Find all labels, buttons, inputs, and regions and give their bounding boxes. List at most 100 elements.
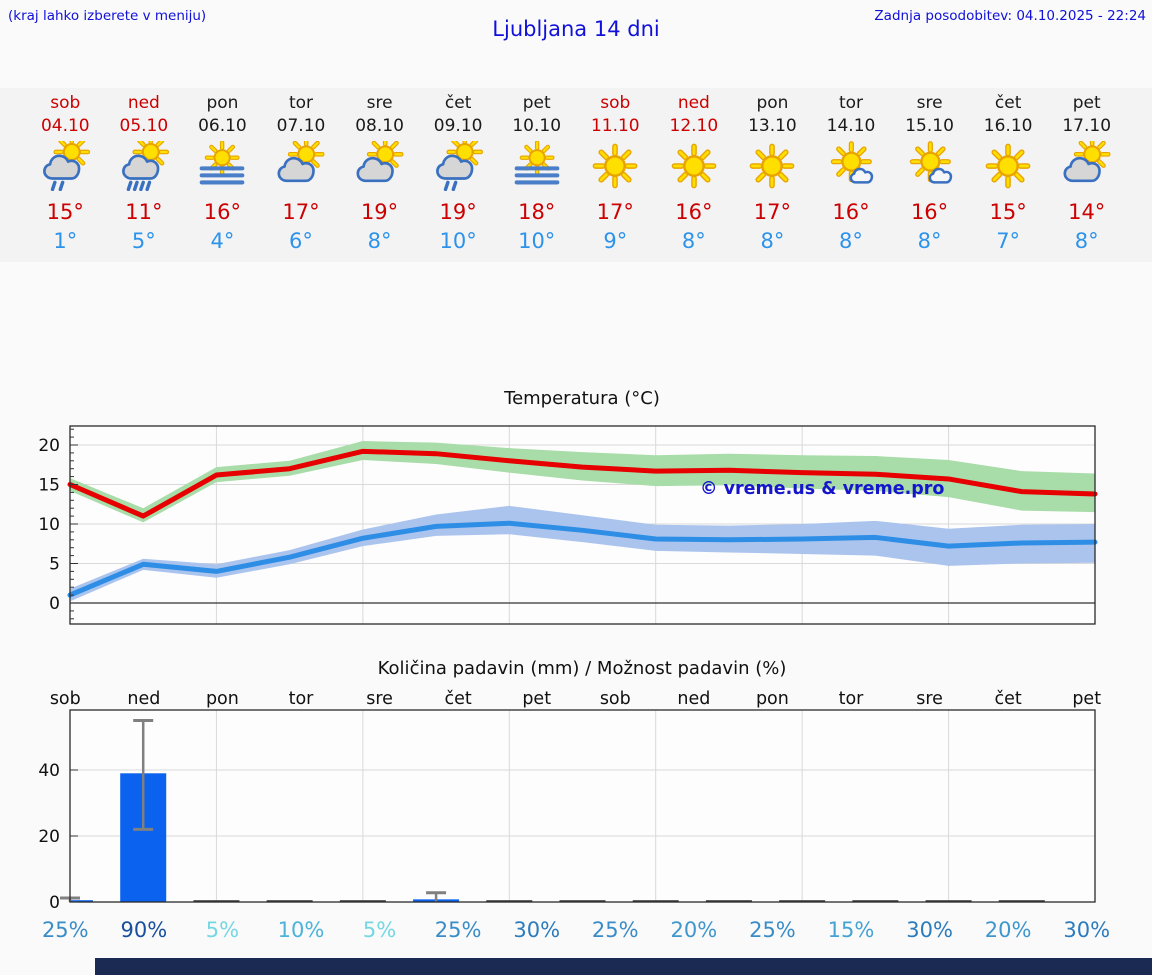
day-label: sob: [600, 689, 631, 709]
precip-bar: [486, 900, 533, 902]
day-date: 07.10: [276, 116, 326, 136]
precip-probability: 25%: [591, 918, 639, 942]
high-temp: 16°: [203, 200, 242, 224]
high-temp: 15°: [46, 200, 84, 224]
forecast-strip: sob 04.10 15° 1° ned 05.10 11° 5° pon 06.10 16° 4° t…: [0, 88, 1152, 262]
precip-bar: [193, 900, 240, 902]
day-column: pon 06.10 16° 4°: [183, 91, 262, 256]
high-temp: 18°: [518, 200, 556, 224]
sun-fog-icon: [510, 141, 564, 191]
day-column: pet 17.10 14° 8°: [1047, 91, 1126, 256]
high-temp: 16°: [910, 200, 949, 224]
day-column: sob 04.10 15° 1°: [26, 91, 105, 256]
day-column: ned 05.10 11° 5°: [105, 91, 184, 256]
precip-bar: [925, 900, 972, 902]
day-name: sob: [50, 93, 81, 113]
low-temp: 8°: [1074, 229, 1099, 253]
day-date: 09.10: [433, 116, 483, 136]
precip-bar: [70, 900, 93, 902]
high-temp: 17°: [596, 200, 634, 224]
day-column: čet 09.10 19° 10°: [419, 91, 498, 256]
day-column: sre 08.10 19° 8°: [340, 91, 419, 256]
low-temp: 8°: [367, 229, 392, 253]
precip-bar: [339, 900, 386, 902]
day-label: ned: [677, 689, 710, 709]
low-temp: 8°: [917, 229, 942, 253]
precip-probability: 20%: [984, 918, 1032, 942]
day-label: pon: [756, 689, 789, 709]
day-name: tor: [288, 93, 314, 113]
day-column: pon 13.10 17° 8°: [733, 91, 812, 256]
day-date: 12.10: [669, 116, 719, 136]
low-temp: 9°: [603, 229, 628, 253]
y-axis-label: 20: [38, 436, 60, 456]
high-temp: 17°: [753, 200, 792, 224]
precip-probability: 5%: [205, 918, 240, 942]
high-temp: 19°: [360, 200, 399, 224]
day-name: čet: [444, 93, 472, 113]
day-date: 14.10: [826, 116, 876, 136]
menu-hint: (kraj lahko izberete v meniju): [8, 8, 207, 24]
y-axis-label: 0: [49, 594, 60, 614]
low-temp: 7°: [996, 229, 1021, 253]
last-updated: Zadnja posodobitev: 04.10.2025 - 22:24: [874, 8, 1146, 24]
page-header: (kraj lahko izberete v meniju) Ljubljana…: [0, 0, 1152, 88]
day-label: pet: [1072, 689, 1101, 709]
low-temp: 10°: [439, 229, 477, 253]
day-label: čet: [995, 689, 1022, 709]
precip-probability: 20%: [670, 918, 718, 942]
y-axis-label: 40: [38, 761, 60, 781]
day-date: 08.10: [355, 116, 404, 136]
day-column: sre 15.10 16° 8°: [890, 91, 969, 256]
precip-bar: [998, 900, 1045, 902]
max-temp-line: [67, 448, 1098, 519]
y-axis-label: 5: [49, 555, 60, 575]
precip-probability: 15%: [827, 918, 875, 942]
precip-probability: 10%: [277, 918, 325, 942]
sun-cloud-rain-icon: [431, 141, 485, 191]
temperature-chart: 0 5 10 15 20 Temperatura (°C) © vreme.us & vre…: [38, 388, 1098, 625]
day-name: pon: [206, 93, 239, 113]
precip-probability: 5%: [362, 918, 397, 942]
day-column: sob 11.10 17° 9°: [576, 91, 655, 256]
low-temp: 6°: [289, 229, 313, 253]
day-label: čet: [445, 689, 472, 709]
low-temp: 4°: [210, 229, 235, 253]
low-temp: 5°: [131, 229, 156, 253]
high-temp: 17°: [282, 200, 320, 224]
page-title: Ljubljana 14 dni: [492, 17, 660, 41]
day-column: tor 14.10 16° 8°: [812, 91, 891, 256]
low-temp: 1°: [53, 229, 78, 253]
watermark: © vreme.us & vreme.pro: [700, 479, 944, 499]
day-name: ned: [677, 93, 710, 113]
y-axis-label: 20: [38, 827, 60, 847]
day-date: 15.10: [905, 116, 954, 136]
precip-probability: 30%: [906, 918, 953, 942]
day-date: 11.10: [590, 116, 640, 136]
day-label: pet: [522, 689, 551, 709]
day-name: pon: [756, 93, 789, 113]
day-label: sre: [366, 689, 393, 709]
day-date: 04.10: [40, 116, 90, 136]
day-date: 06.10: [198, 116, 247, 136]
day-column: tor 07.10 17° 6°: [262, 91, 341, 256]
high-temp: 16°: [832, 200, 870, 224]
day-label: sob: [50, 689, 81, 709]
sun-cloud-icon: [1060, 141, 1114, 191]
low-temp: 8°: [839, 229, 863, 253]
day-date: 05.10: [119, 116, 169, 136]
sun-cloud-icon: [274, 141, 328, 191]
sun-small-cloud-icon: [903, 141, 957, 191]
precipitation-chart: 0 20 40 sob ned pon tor sre čet pet sob ned pon tor sr…: [38, 658, 1101, 910]
day-label: sre: [916, 689, 943, 709]
day-name: sob: [600, 93, 631, 113]
footer-bar: [95, 958, 1152, 975]
day-label: tor: [839, 689, 865, 709]
precip-probability: 30%: [513, 918, 561, 942]
day-columns: sob 04.10 15° 1° ned 05.10 11° 5° pon 06.10 16° 4° t…: [26, 91, 1126, 256]
sun-icon: [981, 141, 1035, 191]
day-date: 13.10: [748, 116, 797, 136]
precip-bar: [559, 900, 606, 902]
precip-bar: [705, 900, 752, 902]
day-name: tor: [838, 93, 864, 113]
